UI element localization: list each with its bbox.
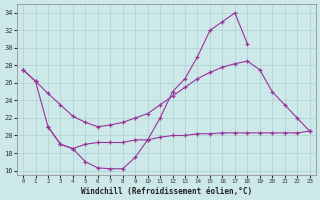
X-axis label: Windchill (Refroidissement éolien,°C): Windchill (Refroidissement éolien,°C)	[81, 187, 252, 196]
